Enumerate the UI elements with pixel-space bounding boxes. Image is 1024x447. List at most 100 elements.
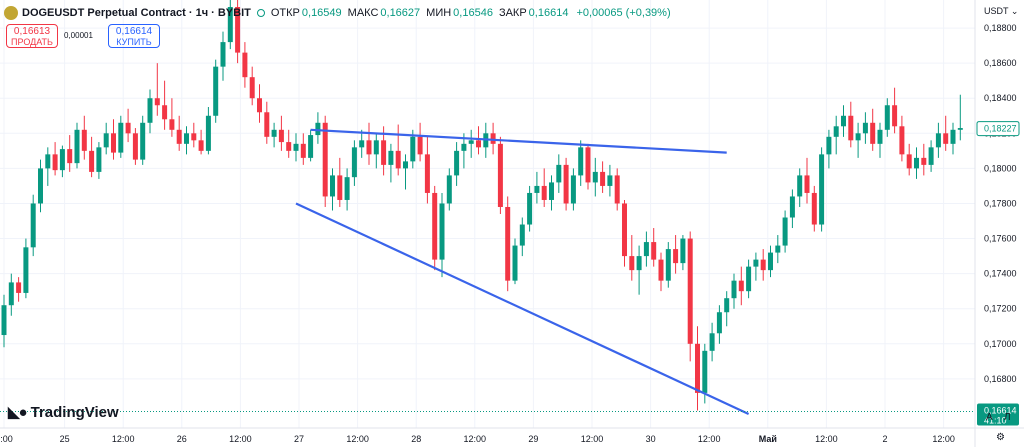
trendline-upper-resistance[interactable]: [310, 128, 727, 154]
candle-body: [205, 115, 211, 151]
ohlc-value: 0,16546: [453, 7, 493, 19]
candle-body: [454, 150, 460, 176]
candle-body: [162, 105, 168, 120]
buy-button[interactable]: 0,16614 КУПИТЬ: [108, 24, 160, 48]
log-scale-toggle[interactable]: Л: [1004, 412, 1011, 423]
candle-body: [892, 105, 898, 127]
candle-body: [563, 164, 569, 204]
candle-body: [52, 154, 58, 171]
candle-body: [45, 154, 51, 169]
candle-body: [59, 149, 65, 171]
candle-body: [651, 242, 657, 260]
candle-body: [731, 280, 737, 299]
candle-body: [220, 42, 226, 67]
candle-body: [315, 122, 321, 136]
x-tick-label: 28: [411, 434, 421, 444]
candle-body: [344, 177, 350, 200]
auto-scale-toggle[interactable]: A: [986, 412, 993, 423]
tradingview-mark-icon: ◣●: [8, 404, 28, 421]
candle-body: [1, 305, 7, 336]
candle-body: [607, 175, 613, 186]
candle-body: [804, 175, 810, 193]
candle-body: [140, 122, 146, 160]
candle-body: [300, 143, 306, 158]
candle-body: [906, 154, 912, 169]
candle-body: [592, 171, 598, 183]
candle-body: [132, 133, 138, 160]
candle-body: [928, 147, 934, 165]
candle-body: [877, 129, 883, 144]
candle-body: [760, 259, 766, 271]
candle-body: [286, 142, 292, 151]
candle-body: [702, 350, 708, 393]
y-tick-label: 0,17600: [984, 234, 1017, 244]
candle-body: [111, 133, 116, 153]
x-tick-label: 12:00: [346, 434, 369, 444]
tradingview-logo[interactable]: ◣● TradingView: [8, 403, 119, 422]
candle-body: [643, 242, 649, 257]
candle-body: [622, 203, 627, 257]
x-tick-label: 12:00: [112, 434, 135, 444]
candle-body: [198, 140, 204, 151]
logo-text: TradingView: [30, 403, 119, 421]
currency-label: USDT: [984, 6, 1009, 16]
x-tick-label: 12:00: [698, 434, 721, 444]
candle-body: [81, 129, 87, 151]
ohlc-value: 0,16627: [380, 7, 421, 19]
chevron-down-icon: ⌄: [1010, 6, 1019, 16]
trendlines[interactable]: [295, 128, 750, 415]
countdown-value: 41:10: [984, 416, 1007, 426]
candle-body: [862, 122, 868, 134]
candle-body: [446, 175, 452, 204]
candle-body: [855, 133, 861, 141]
symbol-title[interactable]: DOGEUSDT Perpetual Contract · 1ч · BYBIT: [22, 7, 251, 19]
candle-body: [935, 133, 941, 148]
candle-body: [468, 140, 474, 144]
candle-body: [614, 175, 620, 204]
x-tick-label: 30: [646, 434, 656, 444]
candle-body: [826, 136, 832, 155]
x-tick-label: 12:00: [229, 434, 252, 444]
currency-selector[interactable]: USDT ⌄: [984, 6, 1018, 17]
candle-body: [118, 122, 124, 153]
y-tick-label: 0,18800: [984, 23, 1017, 33]
candle-body: [67, 149, 73, 164]
y-tick-label: 0,18000: [984, 163, 1017, 173]
candle-body: [629, 256, 635, 271]
trendline-lower-support[interactable]: [295, 202, 750, 415]
sell-button[interactable]: 0,16613 ПРОДАТЬ: [6, 24, 58, 48]
candle-body: [768, 252, 773, 271]
candle-body: [381, 140, 387, 165]
candle-body: [432, 192, 438, 260]
ohlc-label: ЗАКР: [498, 7, 527, 19]
candle-body: [746, 266, 752, 292]
current-price-value: 0,18227: [984, 124, 1017, 134]
candle-body: [673, 249, 679, 264]
x-tick-label: 12:00: [815, 434, 838, 444]
candle-body: [359, 140, 365, 148]
candle-body: [424, 154, 430, 193]
candle-body: [74, 129, 80, 164]
y-tick-label: 0,18400: [984, 93, 1017, 103]
candle-body: [914, 157, 919, 169]
candle-body: [227, 7, 233, 43]
price-axis[interactable]: 0,188000,186000,184000,182000,180000,178…: [984, 23, 1017, 384]
ohlc-values: ОТКР 0,16549 МАКС 0,16627 МИН 0,16546 ЗАКР 0,16…: [271, 7, 677, 19]
last-price-tag: [977, 403, 1019, 426]
candle-body: [490, 133, 496, 144]
ohlc-value: 0,16614: [528, 7, 569, 19]
candle-body: [330, 175, 335, 197]
candle-body: [738, 280, 744, 292]
settings-gear-icon[interactable]: ⚙: [996, 432, 1005, 443]
candle-body: [176, 129, 182, 144]
candle-body: [169, 119, 175, 130]
candle-body: [775, 245, 781, 253]
x-tick-label: 2:00: [0, 434, 13, 444]
buy-price: 0,16614: [115, 26, 153, 37]
candle-body: [242, 52, 248, 78]
candle-body: [125, 122, 131, 134]
y-tick-label: 0,16800: [984, 374, 1017, 384]
time-axis[interactable]: 2:00 25 12:00 26 12:00 27 12:00 28 12:00 29 12:00 3…: [0, 434, 955, 444]
candle-body: [461, 143, 467, 151]
